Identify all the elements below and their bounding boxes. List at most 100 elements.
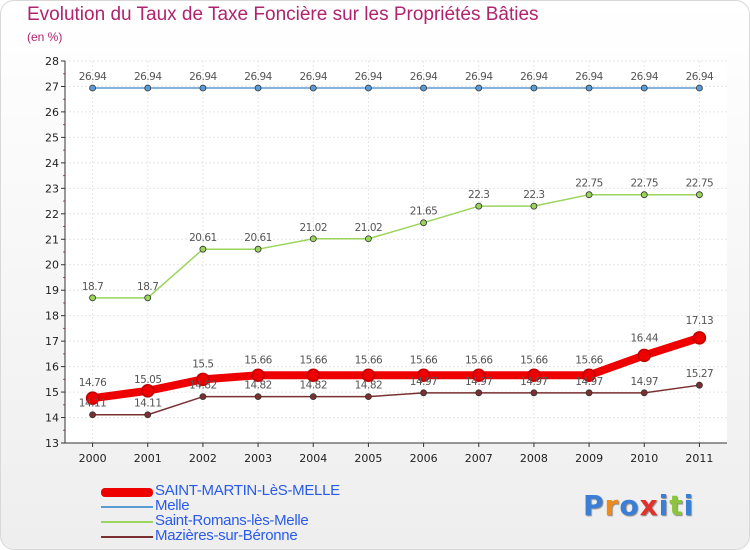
data-point <box>199 393 207 401</box>
data-point <box>640 84 648 92</box>
y-tick-label: 25 <box>45 131 59 144</box>
data-point <box>309 84 317 92</box>
data-point <box>696 381 703 389</box>
y-tick-label: 15 <box>45 386 59 399</box>
data-point <box>361 368 376 383</box>
data-label: 14.11 <box>134 398 162 410</box>
legend-label: Saint-Romans-lès-Melle <box>155 512 309 529</box>
data-point <box>144 84 152 92</box>
plot-area <box>65 61 727 443</box>
data-point <box>637 348 651 363</box>
data-label: 18.7 <box>137 281 158 293</box>
data-label: 26.94 <box>244 71 272 83</box>
data-point <box>89 411 96 419</box>
chart-subtitle: (en %) <box>27 30 63 44</box>
data-point <box>309 235 317 243</box>
y-tick-label: 16 <box>45 361 59 374</box>
data-label: 15.66 <box>520 354 548 366</box>
x-tick-label: 2011 <box>685 452 713 465</box>
data-point <box>365 84 372 92</box>
proxiti-logo: Proxiti <box>583 489 694 522</box>
data-label: 26.94 <box>79 71 107 83</box>
data-point <box>472 368 486 383</box>
data-label: 22.75 <box>630 178 658 190</box>
data-point <box>251 368 265 383</box>
data-label: 15.05 <box>134 374 162 386</box>
x-tick-label: 2001 <box>134 452 162 465</box>
data-label: 22.3 <box>468 189 489 201</box>
data-label: 14.97 <box>410 376 438 388</box>
data-point <box>640 389 648 397</box>
legend-swatch <box>101 536 153 538</box>
data-label: 22.3 <box>523 189 544 201</box>
data-label: 17.13 <box>686 315 714 327</box>
data-label: 22.75 <box>686 178 714 190</box>
data-label: 26.94 <box>410 71 438 83</box>
data-point <box>196 372 210 387</box>
y-tick-label: 22 <box>45 208 59 221</box>
data-point <box>692 331 707 345</box>
data-label: 14.97 <box>630 376 658 388</box>
data-label: 15.66 <box>410 354 438 366</box>
logo-letter: t <box>669 489 684 522</box>
data-point <box>475 202 483 210</box>
data-point <box>530 389 538 397</box>
data-point <box>309 393 317 401</box>
data-point <box>254 393 262 401</box>
data-label: 15.66 <box>355 354 383 366</box>
logo-letter: o <box>619 489 640 522</box>
data-label: 26.94 <box>686 71 714 83</box>
data-label: 21.65 <box>410 206 438 218</box>
data-label: 15.5 <box>192 358 213 370</box>
logo-letter: i <box>658 489 670 522</box>
x-tick-label: 2008 <box>520 452 548 465</box>
y-tick-label: 23 <box>45 182 59 195</box>
y-tick-label: 27 <box>45 80 59 93</box>
data-label: 26.94 <box>299 71 327 83</box>
legend-label: SAINT-MARTIN-LèS-MELLE <box>155 482 340 499</box>
data-point <box>85 391 100 405</box>
x-tick-label: 2009 <box>575 452 603 465</box>
data-label: 18.7 <box>82 281 103 293</box>
series-line <box>91 384 701 416</box>
data-label: 15.66 <box>244 354 272 366</box>
data-label: 20.61 <box>244 232 272 244</box>
data-label: 26.94 <box>355 71 383 83</box>
logo-letter: P <box>583 489 605 522</box>
data-label: 26.94 <box>134 71 162 83</box>
data-label: 15.66 <box>465 354 493 366</box>
data-label: 26.94 <box>630 71 658 83</box>
data-label: 14.82 <box>244 380 272 392</box>
data-label: 14.76 <box>79 377 107 389</box>
data-point <box>475 389 483 397</box>
y-tick-label: 17 <box>45 335 59 348</box>
data-label: 14.97 <box>520 376 548 388</box>
data-point <box>696 191 703 199</box>
x-tick-label: 2005 <box>354 452 382 465</box>
data-label: 14.82 <box>189 380 217 392</box>
x-tick-label: 2003 <box>244 452 272 465</box>
x-tick-label: 2006 <box>410 452 438 465</box>
data-label: 26.94 <box>575 71 603 83</box>
data-point <box>420 84 427 92</box>
y-tick-label: 19 <box>45 284 59 297</box>
logo-letter: x <box>639 489 659 522</box>
y-tick-label: 20 <box>45 259 59 272</box>
y-tick-label: 13 <box>45 437 59 450</box>
data-label: 21.02 <box>299 222 327 234</box>
chart-title: Evolution du Taux de Taxe Foncière sur l… <box>27 4 539 25</box>
data-point <box>365 393 372 401</box>
data-point <box>475 84 483 92</box>
data-point <box>89 84 96 92</box>
legend-swatch <box>101 521 153 523</box>
x-tick-label: 2010 <box>630 452 658 465</box>
data-label: 15.66 <box>299 354 327 366</box>
data-label: 15.27 <box>686 368 714 380</box>
series-line <box>91 193 701 299</box>
data-point <box>420 219 427 227</box>
x-tick-label: 2000 <box>79 452 107 465</box>
data-point <box>89 294 96 302</box>
data-label: 22.75 <box>575 178 603 190</box>
legend-label: Mazières-sur-Béronne <box>155 527 298 544</box>
